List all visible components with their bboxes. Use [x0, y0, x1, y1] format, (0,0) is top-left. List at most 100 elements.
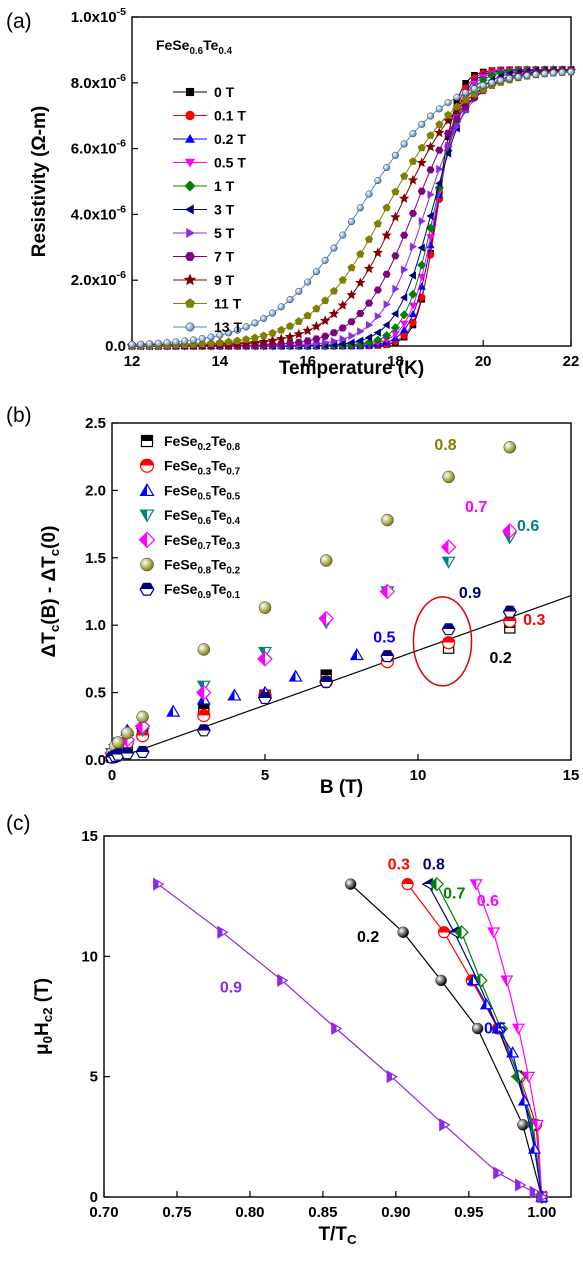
data-point [416, 157, 427, 168]
series-line-0 [132, 69, 571, 347]
plot-frame [111, 422, 572, 761]
data-point [435, 120, 444, 128]
annotation: 0.8 [423, 857, 445, 874]
legend-label: 5 T [214, 225, 235, 241]
x-tick-label: 22 [563, 353, 580, 370]
legend-marker [183, 273, 197, 286]
data-point [517, 1094, 531, 1106]
data-point [225, 329, 233, 337]
data-point [506, 1046, 520, 1058]
data-point [400, 231, 409, 239]
x-tick-label: 1.00 [527, 1204, 556, 1221]
data-point [374, 312, 382, 321]
y-tick-label: 1.0 [85, 617, 106, 634]
series-line-5 [472, 980, 543, 1198]
data-point [311, 320, 322, 331]
data-point [303, 311, 312, 320]
annotation: 0.7 [443, 886, 465, 903]
y-axis-title: ΔTc(B) - ΔTc(0) [39, 526, 62, 658]
x-tick-label: 0 [108, 767, 116, 784]
data-point [277, 973, 289, 987]
data-point [198, 339, 207, 348]
data-point [128, 340, 136, 349]
data-point [242, 323, 250, 331]
data-point [400, 325, 409, 333]
data-point [444, 129, 453, 137]
annotation: 0.6 [477, 893, 499, 910]
data-point [302, 325, 313, 336]
data-point [515, 1178, 527, 1192]
data-point [294, 317, 303, 325]
series-line-0 [350, 883, 543, 1198]
data-point [163, 339, 171, 347]
legend-marker [184, 134, 196, 143]
series-line-7 [132, 70, 572, 347]
y-tick-label: 4.0x10-6 [71, 203, 126, 223]
data-point [137, 340, 145, 348]
legend-label: FeSe0.5Te0.5 [164, 482, 241, 502]
data-point [189, 336, 198, 344]
data-point [417, 187, 426, 195]
data-point [349, 647, 364, 661]
legend-marker [185, 252, 195, 261]
legend-marker [184, 180, 196, 192]
data-point [382, 203, 391, 212]
data-point [206, 339, 216, 347]
data-point [322, 338, 330, 347]
series-line-5 [132, 69, 571, 347]
data-point [435, 974, 447, 987]
data-point [347, 218, 356, 226]
data-point [523, 72, 531, 80]
series-line-9 [132, 71, 572, 347]
data-point [319, 675, 334, 688]
x-tick-label: 12 [124, 353, 141, 370]
data-point [329, 329, 338, 337]
data-point [417, 243, 425, 252]
y-axis-title: μ0Hc2 (T) [32, 978, 55, 1055]
x-tick-label: 0.85 [308, 1204, 337, 1221]
data-point [382, 331, 392, 341]
y-tick-label: 0.0 [85, 752, 106, 769]
data-point [111, 736, 125, 749]
data-point [392, 284, 400, 294]
data-point [198, 335, 206, 343]
legend-marker [138, 531, 156, 549]
legend-marker [185, 204, 194, 215]
x-tick-label: 0.75 [162, 1204, 191, 1221]
data-point [268, 328, 277, 337]
annotation: 0.3 [388, 857, 410, 874]
legend-marker [185, 322, 195, 332]
data-point [242, 335, 251, 343]
data-point [470, 85, 478, 93]
data-point [277, 303, 285, 311]
legend-marker [185, 87, 195, 97]
data-point [417, 143, 426, 152]
y-tick-label: 1.5 [85, 550, 106, 567]
y-tick-label: 8.0x10-6 [71, 72, 126, 92]
data-point [399, 310, 409, 320]
panel-label-0: (a) [6, 10, 32, 33]
panel-label-1: (b) [6, 404, 32, 427]
legend-label: FeSe0.9Te0.1 [164, 581, 241, 601]
data-point [383, 164, 391, 172]
chart-title: FeSe0.6Te0.4 [156, 37, 233, 57]
series-line-6 [132, 69, 572, 347]
y-tick-label: 2.0 [85, 482, 106, 499]
data-point [462, 89, 470, 97]
data-point [401, 878, 414, 891]
data-point [380, 650, 395, 663]
data-point [330, 337, 339, 346]
data-point [454, 925, 469, 940]
data-point [136, 710, 149, 724]
data-point [365, 299, 374, 307]
data-point [357, 327, 365, 336]
data-point [401, 265, 409, 274]
data-point [172, 338, 180, 346]
data-point [493, 1166, 505, 1180]
legend-marker [184, 158, 196, 168]
data-point [500, 975, 514, 987]
data-point [440, 539, 457, 555]
data-point [251, 319, 259, 327]
legend-label: FeSe0.8Te0.2 [164, 557, 241, 577]
y-tick-label: 0 [90, 1189, 98, 1206]
